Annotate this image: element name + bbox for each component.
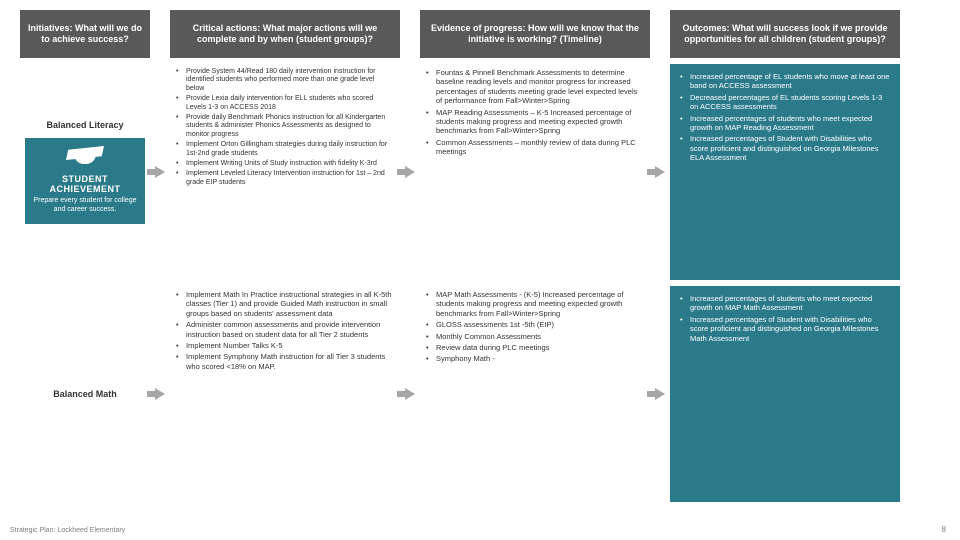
- list-item: Review data during PLC meetings: [426, 343, 644, 352]
- list-item: Increased percentages of students who me…: [680, 294, 892, 313]
- student-achievement-subtitle: Prepare every student for college and ca…: [29, 197, 141, 214]
- outcomes-math: Increased percentages of students who me…: [670, 286, 900, 502]
- list-item: Provide Lexia daily intervention for ELL…: [176, 95, 394, 112]
- list-item: Implement Math In Practice instructional…: [176, 290, 394, 318]
- header-evidence: Evidence of progress: How will we know t…: [420, 10, 650, 58]
- evidence-math: MAP Math Assessments - (K-5) Increased p…: [420, 286, 650, 502]
- actions-literacy: Provide System 44/Read 180 daily interve…: [170, 64, 400, 280]
- arrow-icon: [150, 286, 170, 502]
- footer-text: Strategic Plan: Lockheed Elementary: [10, 527, 125, 534]
- student-achievement-box: STUDENT ACHIEVEMENT Prepare every studen…: [25, 138, 145, 224]
- list-item: MAP Math Assessments - (K-5) Increased p…: [426, 290, 644, 318]
- actions-math: Implement Math In Practice instructional…: [170, 286, 400, 502]
- list-item: MAP Reading Assessments – K-5 Increased …: [426, 108, 644, 136]
- strategic-plan-grid: Initiatives: What will we do to achieve …: [0, 0, 960, 510]
- header-actions: Critical actions: What major actions wil…: [170, 10, 400, 58]
- list-item: Increased percentages of students who me…: [680, 114, 892, 133]
- list-item: Common Assessments – monthly review of d…: [426, 138, 644, 157]
- list-item: Implement Symphony Math instruction for …: [176, 352, 394, 371]
- list-item: Implement Leveled Literacy Intervention …: [176, 170, 394, 187]
- list-item: Symphony Math -: [426, 354, 644, 363]
- list-item: Implement Number Talks K-5: [176, 341, 394, 350]
- arrow-icon: [150, 64, 170, 280]
- header-initiatives: Initiatives: What will we do to achieve …: [20, 10, 150, 58]
- list-item: Fountas & Pinnell Benchmark Assessments …: [426, 68, 644, 106]
- list-item: Provide System 44/Read 180 daily interve…: [176, 68, 394, 93]
- list-item: Increased percentages of Student with Di…: [680, 134, 892, 162]
- arrow-icon: [400, 64, 420, 280]
- list-item: Provide daily Benchmark Phonics instruct…: [176, 114, 394, 139]
- outcomes-literacy: Increased percentage of EL students who …: [670, 64, 900, 280]
- page-number: 8: [942, 525, 946, 534]
- arrow-icon: [400, 286, 420, 502]
- list-item: Increased percentages of Student with Di…: [680, 315, 892, 343]
- list-item: Increased percentage of EL students who …: [680, 72, 892, 91]
- initiative-label-math: Balanced Math: [53, 389, 117, 399]
- student-achievement-title: STUDENT ACHIEVEMENT: [29, 174, 141, 194]
- list-item: Implement Writing Units of Study instruc…: [176, 160, 394, 168]
- list-item: Monthly Common Assessments: [426, 332, 644, 341]
- arrow-icon: [650, 64, 670, 280]
- initiative-label-literacy: Balanced Literacy: [46, 120, 123, 130]
- list-item: GLOSS assessments 1st -5th (EIP): [426, 320, 644, 329]
- left-column-row1: Balanced Literacy STUDENT ACHIEVEMENT Pr…: [20, 64, 150, 280]
- header-outcomes: Outcomes: What will success look if we p…: [670, 10, 900, 58]
- list-item: Decreased percentages of EL students sco…: [680, 93, 892, 112]
- evidence-literacy: Fountas & Pinnell Benchmark Assessments …: [420, 64, 650, 280]
- graduation-cap-icon: [66, 146, 104, 170]
- list-item: Administer common assessments and provid…: [176, 320, 394, 339]
- arrow-icon: [650, 286, 670, 502]
- left-column-row2: Balanced Math: [20, 286, 150, 502]
- list-item: Implement Orton Gillingham strategies du…: [176, 141, 394, 158]
